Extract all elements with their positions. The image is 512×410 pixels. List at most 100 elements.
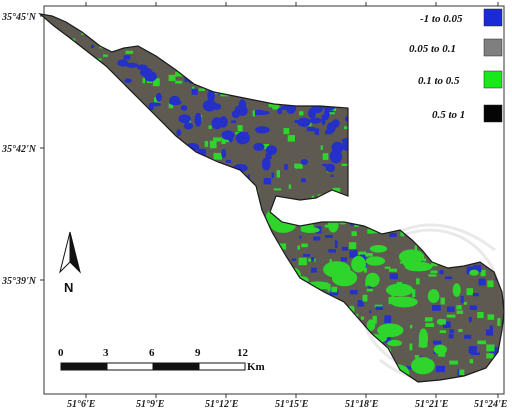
- class-patch: [69, 298, 74, 303]
- class-patch: [100, 271, 110, 274]
- class-patch: [254, 230, 258, 237]
- class-patch: [282, 212, 293, 231]
- class-patch: [207, 214, 210, 220]
- class-patch: [135, 31, 141, 34]
- class-patch: [490, 382, 493, 388]
- class-patch: [351, 231, 357, 237]
- class-patch: [286, 69, 294, 76]
- class-patch: [343, 339, 352, 345]
- class-patch: [379, 385, 382, 390]
- class-patch: [234, 376, 242, 382]
- class-patch: [268, 299, 276, 304]
- class-patch: [393, 72, 399, 79]
- class-patch: [360, 181, 365, 188]
- class-patch: [375, 306, 383, 310]
- class-patch: [311, 71, 317, 79]
- class-patch: [480, 207, 503, 225]
- scale-tick-3: 3: [103, 347, 109, 359]
- class-patch: [361, 118, 369, 123]
- class-patch: [233, 280, 236, 288]
- class-patch: [369, 310, 372, 314]
- class-patch: [87, 209, 95, 212]
- class-patch: [57, 61, 60, 65]
- class-patch: [180, 209, 188, 212]
- class-patch: [104, 25, 113, 28]
- class-patch: [296, 50, 304, 55]
- class-patch: [310, 37, 315, 42]
- class-patch: [330, 174, 334, 177]
- class-patch: [417, 234, 425, 238]
- class-patch: [59, 232, 64, 238]
- class-patch: [387, 339, 402, 347]
- class-patch: [424, 317, 433, 322]
- class-patch: [344, 126, 349, 130]
- class-patch: [202, 99, 217, 112]
- class-patch: [492, 185, 497, 193]
- class-patch: [426, 157, 430, 161]
- class-patch: [480, 269, 486, 277]
- class-patch: [259, 373, 264, 379]
- class-patch: [235, 206, 239, 212]
- class-patch: [505, 211, 512, 217]
- class-patch: [247, 73, 255, 79]
- class-patch: [120, 219, 123, 227]
- class-patch: [395, 121, 404, 129]
- class-patch: [330, 289, 339, 296]
- class-patch: [115, 89, 118, 94]
- class-patch: [342, 140, 353, 152]
- class-patch: [286, 304, 295, 307]
- class-patch: [480, 373, 487, 382]
- class-patch: [448, 63, 454, 71]
- class-patch: [449, 360, 458, 365]
- class-patch: [109, 252, 113, 259]
- class-patch: [236, 16, 242, 20]
- class-patch: [425, 155, 429, 162]
- class-patch: [185, 71, 197, 77]
- class-patch: [103, 54, 108, 57]
- class-patch: [466, 288, 474, 296]
- class-patch: [335, 201, 342, 207]
- class-patch: [134, 318, 138, 325]
- class-patch: [84, 171, 94, 178]
- class-patch: [395, 125, 402, 129]
- class-patch: [477, 195, 487, 213]
- class-patch: [362, 353, 367, 358]
- class-patch: [462, 249, 470, 256]
- class-patch: [341, 163, 348, 166]
- class-patch: [114, 97, 122, 103]
- class-patch: [320, 145, 323, 150]
- class-patch: [200, 315, 206, 323]
- class-patch: [141, 249, 148, 254]
- class-patch: [292, 304, 296, 308]
- class-patch: [52, 33, 60, 40]
- class-patch: [173, 165, 178, 173]
- scale-segment-3: [152, 362, 200, 371]
- class-patch: [224, 272, 230, 277]
- class-patch: [468, 14, 476, 17]
- class-patch: [432, 305, 441, 311]
- class-patch: [440, 256, 463, 264]
- class-patch: [121, 197, 130, 200]
- class-patch: [222, 138, 232, 143]
- class-patch: [208, 60, 219, 74]
- class-patch: [365, 253, 373, 257]
- class-patch: [311, 72, 320, 77]
- class-patch: [411, 357, 435, 375]
- class-patch: [462, 102, 469, 105]
- class-patch: [175, 46, 182, 54]
- class-patch: [249, 384, 254, 389]
- class-patch: [424, 190, 432, 194]
- class-patch: [277, 107, 283, 115]
- class-patch: [350, 22, 358, 29]
- class-patch: [168, 331, 175, 337]
- class-patch: [455, 55, 462, 57]
- class-patch: [57, 126, 64, 132]
- class-patch: [393, 114, 396, 119]
- class-patch: [60, 79, 67, 86]
- class-patch: [329, 149, 343, 164]
- class-patch: [385, 30, 388, 35]
- class-patch: [477, 130, 483, 139]
- legend-swatch-1: [483, 8, 503, 27]
- class-patch: [452, 27, 459, 31]
- legend: -1 to 0.05 0.05 to 0.1 0.1 to 0.5 0.5 to…: [409, 8, 503, 123]
